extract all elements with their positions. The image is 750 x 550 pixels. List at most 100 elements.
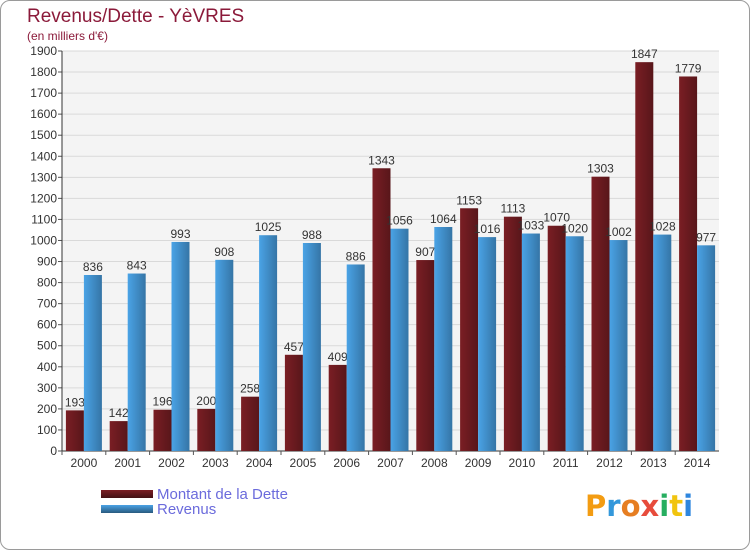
bar-dette (591, 176, 610, 451)
data-label-dette: 457 (284, 340, 304, 354)
y-tick-label: 1200 (30, 191, 57, 205)
y-tick-label: 400 (37, 360, 57, 374)
x-tick-label: 2012 (596, 456, 623, 470)
x-tick-label: 2000 (71, 456, 98, 470)
data-label-dette: 200 (196, 394, 216, 408)
bar-revenus (609, 240, 628, 451)
chart-subtitle: (en milliers d'€) (27, 29, 108, 43)
bar-revenus (434, 227, 453, 451)
bar-dette (503, 216, 522, 451)
bar-dette (109, 421, 128, 451)
data-label-dette: 1779 (675, 61, 702, 75)
bar-dette (65, 410, 84, 451)
bar-dette (460, 208, 479, 451)
bar-dette (547, 225, 566, 451)
y-tick-label: 200 (37, 402, 57, 416)
bar-dette (241, 396, 260, 451)
bar-dette (635, 62, 654, 451)
x-tick-label: 2003 (202, 456, 229, 470)
data-label-dette: 196 (152, 395, 172, 409)
data-label-revenus: 908 (214, 245, 234, 259)
y-tick-label: 1000 (30, 233, 57, 247)
x-tick-label: 2001 (114, 456, 141, 470)
data-label-revenus: 1020 (561, 221, 588, 235)
y-tick-label: 1300 (30, 170, 57, 184)
y-tick-label: 700 (37, 297, 57, 311)
y-tick-label: 100 (37, 423, 57, 437)
y-tick-label: 800 (37, 276, 57, 290)
y-tick-label: 500 (37, 339, 57, 353)
data-label-revenus: 988 (302, 228, 322, 242)
x-tick-label: 2014 (684, 456, 711, 470)
y-tick-label: 300 (37, 381, 57, 395)
x-tick-label: 2005 (290, 456, 317, 470)
proxiti-logo: Proxiti (585, 489, 693, 523)
bar-revenus (565, 236, 584, 451)
bar-revenus (653, 234, 672, 451)
data-label-dette: 409 (328, 350, 348, 364)
data-label-dette: 1303 (587, 162, 614, 176)
y-tick-label: 1400 (30, 149, 57, 163)
y-tick-label: 600 (37, 318, 57, 332)
data-label-dette: 1070 (543, 211, 570, 225)
bar-revenus (302, 243, 321, 451)
bar-revenus (521, 233, 540, 451)
data-label-dette: 1153 (456, 193, 482, 207)
bar-dette (328, 364, 347, 451)
bar-revenus (697, 245, 716, 451)
data-label-revenus: 1025 (255, 220, 282, 234)
bar-revenus (171, 241, 190, 451)
logo-letter: t (669, 489, 684, 523)
logo-letter: x (640, 489, 660, 523)
logo-letter: r (606, 489, 621, 523)
data-label-revenus: 1016 (474, 222, 501, 236)
x-tick-label: 2007 (377, 456, 404, 470)
bar-dette (153, 409, 172, 451)
x-tick-label: 2008 (421, 456, 448, 470)
data-label-revenus: 993 (170, 227, 190, 241)
data-label-revenus: 1028 (649, 220, 676, 234)
data-label-revenus: 977 (696, 230, 716, 244)
data-label-dette: 142 (109, 406, 129, 420)
chart-title: Revenus/Dette - YèVRES (27, 6, 245, 27)
y-tick-label: 1500 (30, 128, 57, 142)
bar-dette (679, 76, 698, 451)
x-tick-label: 2013 (640, 456, 667, 470)
data-label-dette: 193 (65, 395, 85, 409)
legend-swatch-revenus (101, 505, 153, 513)
bar-revenus (259, 235, 278, 451)
y-tick-label: 0 (50, 444, 57, 458)
logo-letter: i (659, 489, 670, 523)
data-label-dette: 1847 (631, 47, 658, 61)
data-label-dette: 1343 (368, 153, 395, 167)
x-tick-label: 2009 (465, 456, 492, 470)
y-tick-label: 1700 (30, 86, 57, 100)
logo-letter: P (585, 489, 607, 523)
bar-revenus (215, 259, 234, 451)
bar-dette (284, 354, 303, 451)
bar-dette (416, 260, 435, 451)
legend-label-revenus: Revenus (157, 501, 217, 518)
x-tick-label: 2002 (158, 456, 185, 470)
y-tick-label: 1600 (30, 107, 57, 121)
bar-revenus (346, 264, 365, 451)
legend-label-dette: Montant de la Dette (157, 486, 288, 503)
y-tick-label: 1100 (31, 212, 57, 226)
bar-revenus (478, 237, 497, 451)
legend-swatch-dette (101, 490, 153, 498)
x-tick-label: 2004 (246, 456, 273, 470)
logo-letter: o (620, 489, 641, 523)
y-tick-label: 1800 (30, 65, 57, 79)
x-tick-label: 2006 (333, 456, 360, 470)
data-label-revenus: 836 (83, 260, 103, 274)
data-label-revenus: 886 (346, 249, 366, 263)
data-label-revenus: 1002 (605, 225, 632, 239)
y-tick-label: 1900 (30, 44, 57, 58)
data-label-dette: 258 (240, 382, 260, 396)
data-label-revenus: 843 (127, 259, 147, 273)
data-label-dette: 907 (415, 245, 435, 259)
data-label-revenus: 1056 (386, 214, 413, 228)
y-tick-label: 900 (37, 255, 57, 269)
